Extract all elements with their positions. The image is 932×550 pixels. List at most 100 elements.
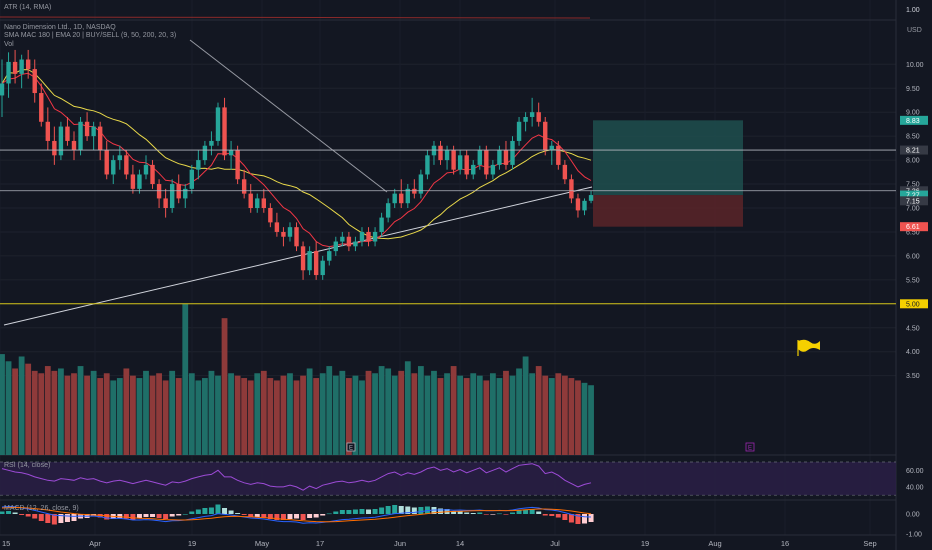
signal-line <box>1 506 592 523</box>
macd-histogram-bar <box>143 514 149 517</box>
price-tick: 4.00 <box>906 349 920 356</box>
macd-histogram-bar <box>25 514 31 517</box>
macd-label[interactable]: MACD (12, 26, close, 9) <box>4 505 79 512</box>
candle <box>503 150 509 165</box>
volume-bar <box>588 385 594 455</box>
macd-histogram-bar <box>536 511 542 514</box>
candle <box>215 107 221 141</box>
candle <box>156 184 162 199</box>
indicators-label[interactable]: SMA MAC 180 | EMA 20 | BUY/SELL (9, 50, … <box>4 32 177 39</box>
candle <box>78 121 83 151</box>
rsi-label[interactable]: RSI (14, close) <box>4 462 51 469</box>
macd-histogram-bar <box>333 511 339 514</box>
macd-histogram-bar <box>320 514 326 516</box>
time-label: 14 <box>456 539 464 548</box>
candle <box>379 217 384 232</box>
macd-histogram-bar <box>6 511 12 514</box>
macd-histogram-bar <box>248 514 254 517</box>
volume-bar <box>503 370 509 455</box>
candle <box>169 184 175 208</box>
volume-bar <box>254 373 261 455</box>
candle <box>300 246 306 271</box>
macd-histogram-bar <box>366 509 372 514</box>
candle <box>45 121 51 141</box>
candle <box>176 184 181 199</box>
vol-label[interactable]: Vol <box>4 41 14 48</box>
volume-bar <box>136 378 143 455</box>
candle <box>143 164 149 175</box>
price-axis[interactable]: 10.00 9.50 9.00 8.50 8.00 7.50 7.00 6.50 6.00 5.5… <box>900 62 928 539</box>
volume-bar <box>241 378 248 455</box>
price-tag-label: 5.00 <box>906 301 920 308</box>
candle <box>274 222 280 232</box>
atr-label[interactable]: ATR (14, RMA) <box>4 4 52 11</box>
volume-bar <box>385 368 392 455</box>
volume-bar <box>411 373 418 455</box>
volume-bars <box>0 303 594 455</box>
rsi-tick: 40.00 <box>906 484 924 491</box>
stop-zone <box>593 195 743 227</box>
macd-histogram-bar <box>523 509 529 514</box>
volume-bar <box>103 373 110 455</box>
candle <box>464 155 469 175</box>
candle <box>536 112 541 122</box>
macd-histogram-bar <box>582 514 588 524</box>
price-tag-label: 8.21 <box>906 148 920 155</box>
candle <box>523 116 528 122</box>
macd-histogram-bar <box>470 513 476 514</box>
volume-bar <box>437 378 444 455</box>
macd-histogram-bar <box>359 509 365 514</box>
volume-bar <box>64 375 71 455</box>
macd-histogram-bar <box>568 514 574 523</box>
macd-histogram-bar <box>405 506 411 514</box>
macd-histogram-bar <box>457 511 463 514</box>
symbol-label[interactable]: Nano Dimension Ltd., 1D, NASDAQ <box>4 24 116 31</box>
candle <box>130 174 136 189</box>
candle <box>412 188 417 194</box>
macd-histogram-bar <box>352 509 358 514</box>
macd-histogram-bar <box>64 514 70 522</box>
candle <box>484 150 489 175</box>
macd-histogram-bar <box>12 512 18 514</box>
candle <box>399 193 404 204</box>
flag-icon <box>797 339 820 356</box>
time-axis[interactable]: 15 Apr 19 May 17 Jun 14 Jul 19 Aug 16 Sep E E <box>2 442 877 548</box>
sma200-line <box>3 186 593 326</box>
candle <box>575 198 581 211</box>
price-tag-label: 6.61 <box>906 224 920 231</box>
candle <box>222 107 227 156</box>
candle <box>353 241 358 247</box>
atr-value: 1.00 <box>906 7 920 14</box>
candle <box>6 61 11 84</box>
candle <box>431 145 437 156</box>
volume-bar <box>162 380 169 455</box>
volume-bar <box>548 378 555 455</box>
candle <box>471 164 476 175</box>
candle <box>52 140 57 156</box>
macd-histogram-bar <box>208 507 214 514</box>
candle <box>25 59 31 70</box>
candle <box>71 140 77 151</box>
macd-histogram-bar <box>202 508 208 514</box>
price-tick: 5.50 <box>906 277 920 284</box>
volume-bar <box>535 366 542 455</box>
candle <box>562 164 568 180</box>
candle <box>12 61 18 74</box>
time-label: Apr <box>89 539 101 548</box>
volume-bar <box>450 366 457 455</box>
volume-bar <box>287 373 293 455</box>
macd-pane <box>0 504 594 525</box>
volume-bar <box>300 375 306 455</box>
macd-histogram-bar <box>235 513 241 514</box>
macd-histogram-bar <box>326 513 332 515</box>
volume-bar <box>391 375 398 455</box>
macd-histogram-bar <box>392 505 398 514</box>
macd-histogram-bar <box>294 514 300 519</box>
candle <box>58 126 64 156</box>
volume-bar <box>221 318 228 455</box>
earnings-marker <box>346 442 356 452</box>
candle <box>84 121 90 137</box>
volume-bar <box>188 373 195 455</box>
macd-histogram-bar <box>222 508 228 514</box>
